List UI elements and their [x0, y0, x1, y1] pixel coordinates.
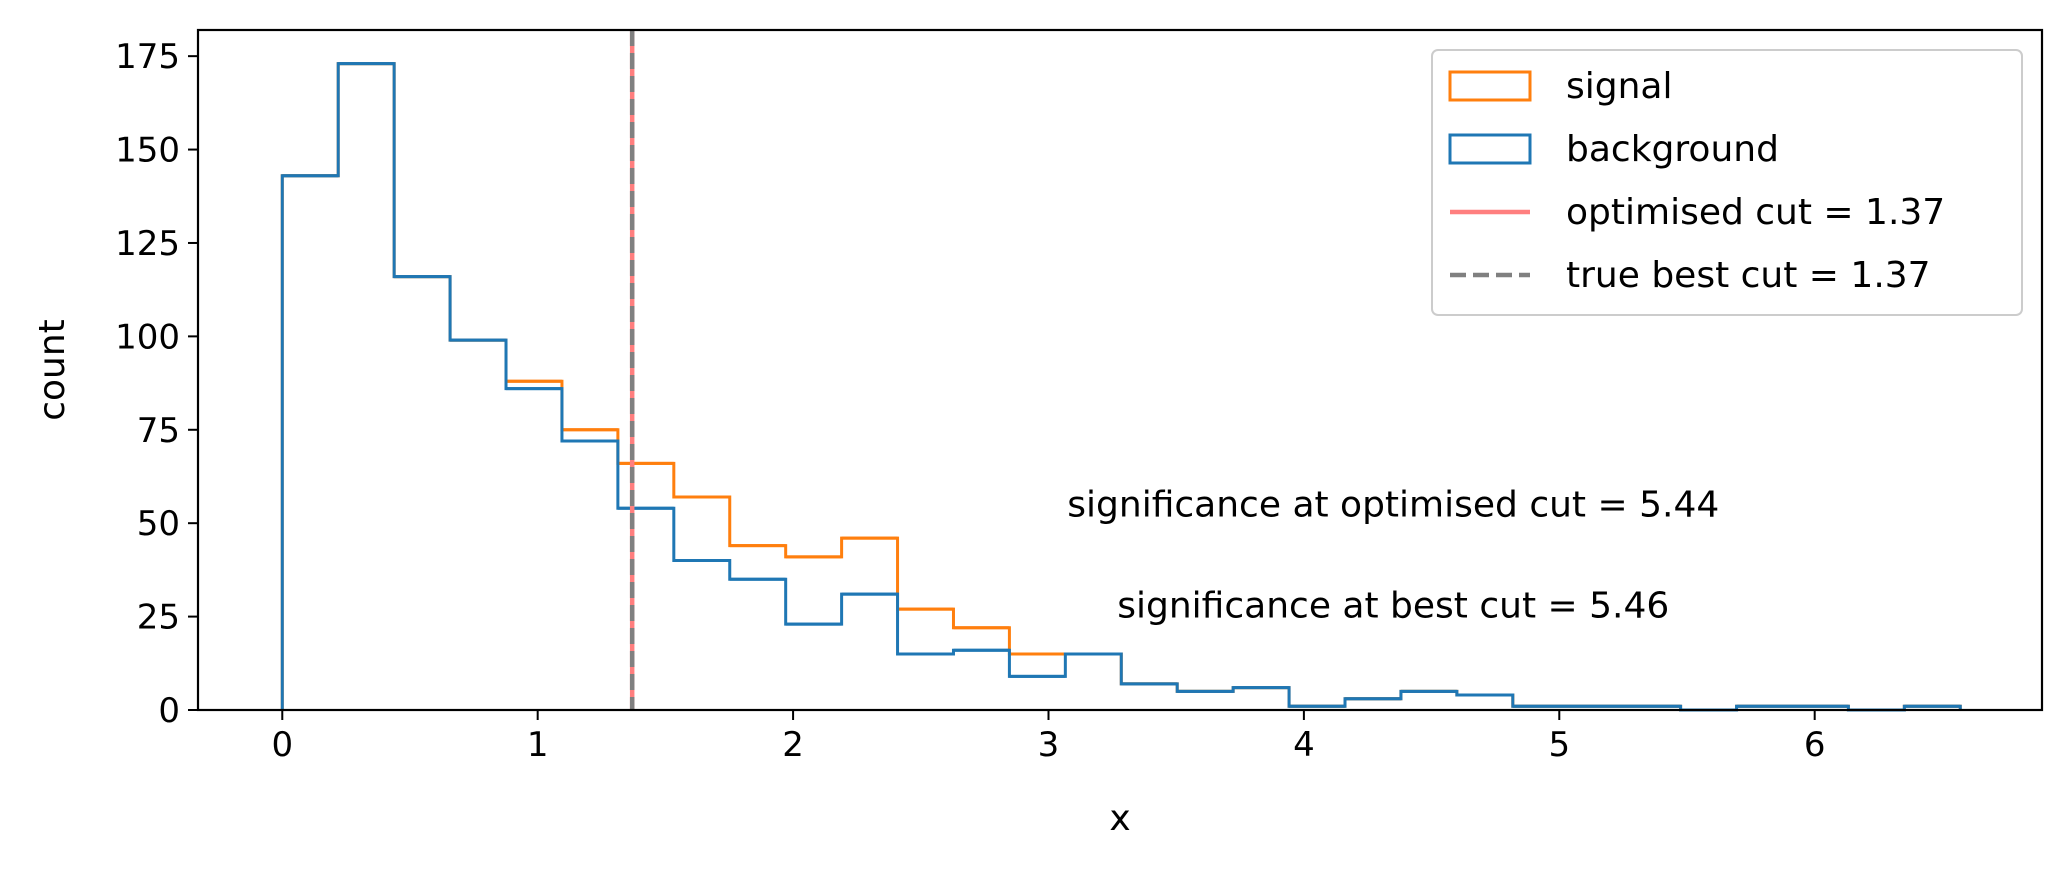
legend: signal background optimised cut = 1.37 true…: [1431, 49, 2023, 316]
axes-frame: [196, 28, 2044, 712]
legend-item-3: optimised cut = 1.37: [1450, 192, 1945, 233]
axes: 0 1 2 3 4 5 6 0 25 50 75 100 125 150 175 x count: [32, 28, 2044, 839]
y-tick-label-75: 75: [137, 411, 180, 451]
x-tick-label-2: 2: [782, 725, 804, 765]
legend-item-3-label: optimised cut = 1.37: [1566, 192, 1945, 233]
legend-item-1-label: signal: [1566, 66, 1673, 107]
legend-box: [1431, 49, 2023, 316]
y-tick-label-50: 50: [137, 504, 180, 544]
annotation-2: significance at best cut = 5.46: [1117, 585, 1669, 626]
legend-item-4: true best cut = 1.37: [1450, 255, 1931, 296]
y-tick-label-150: 150: [115, 131, 180, 171]
legend-item-1-swatch: [1448, 70, 1532, 102]
y-tick-label-25: 25: [137, 598, 180, 638]
y-tick-label-125: 125: [115, 224, 180, 264]
y-tick-label-100: 100: [115, 317, 180, 357]
legend-item-4-label: true best cut = 1.37: [1566, 255, 1931, 296]
legend-item-2: background: [1448, 129, 1779, 170]
x-tick-label-6: 6: [1804, 725, 1826, 765]
legend-item-1: signal: [1448, 66, 1673, 107]
x-tick-label-3: 3: [1038, 725, 1060, 765]
x-tick-label-4: 4: [1293, 725, 1315, 765]
y-tick-label-175: 175: [115, 37, 180, 77]
x-axis-label: x: [1109, 798, 1130, 839]
x-tick-label-1: 1: [527, 725, 549, 765]
y-axis-label: count: [32, 319, 73, 421]
legend-item-2-swatch: [1448, 133, 1532, 165]
annotation-1: significance at optimised cut = 5.44: [1067, 485, 1719, 526]
x-tick-label-5: 5: [1548, 725, 1570, 765]
x-tick-label-0: 0: [271, 725, 293, 765]
y-tick-label-0: 0: [158, 691, 180, 731]
legend-item-2-label: background: [1566, 129, 1779, 170]
plot-area: significance at optimised cut = 5.44 sign…: [280, 30, 1962, 712]
